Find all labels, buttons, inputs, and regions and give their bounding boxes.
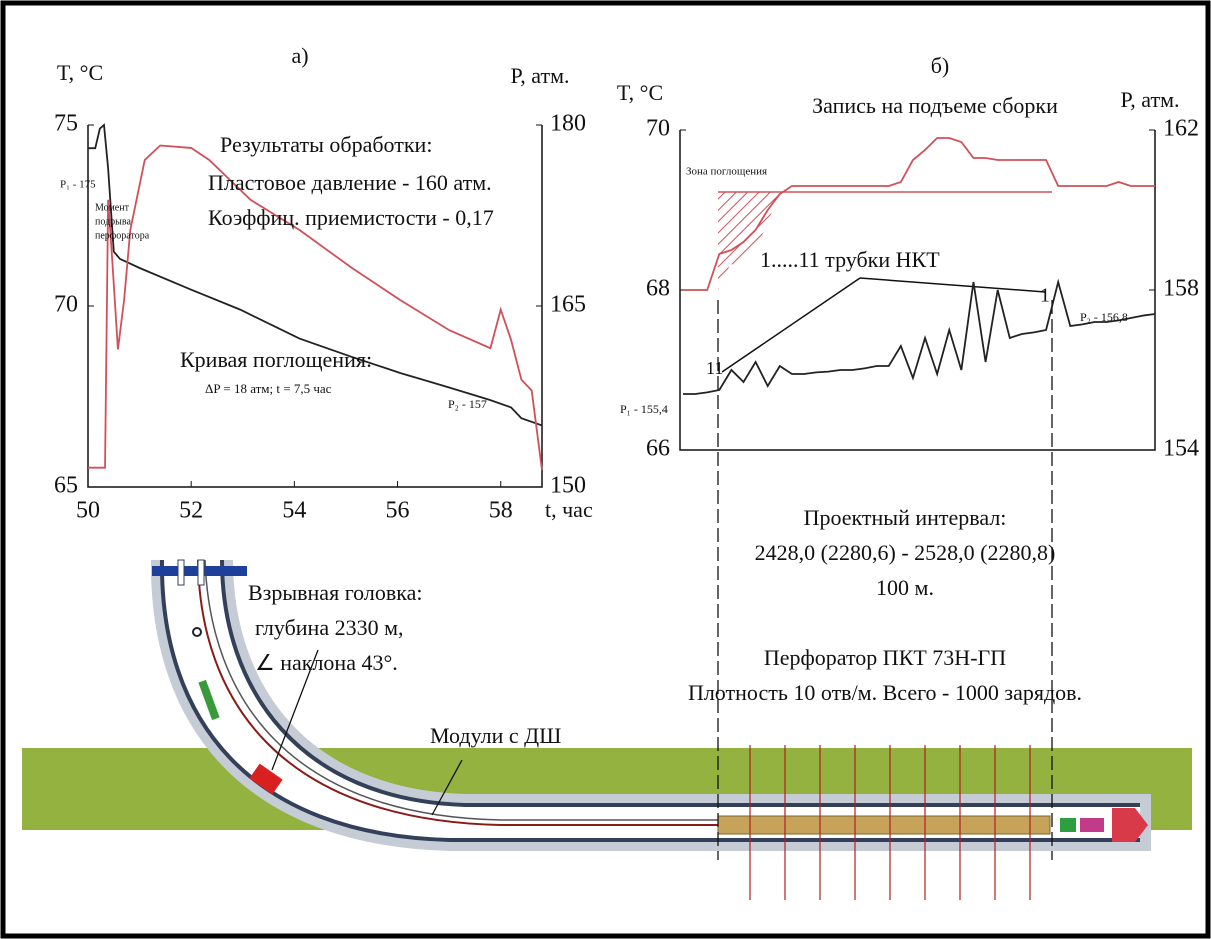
x-tick-label: 50 <box>76 498 100 524</box>
y2-tick-label: 158 <box>1163 276 1199 302</box>
y2-tick-label: 162 <box>1163 116 1199 142</box>
annotation: 1.....11 трубки НКТ <box>760 247 940 272</box>
annotation: Коэффиц. приемистости - 0,17 <box>208 205 494 230</box>
annotation: Зона поглощения <box>686 166 767 178</box>
plot-frame <box>679 130 1156 451</box>
diagram-label: ∠ наклона 43°. <box>255 650 398 675</box>
pointer-arrows <box>721 277 1046 373</box>
annotation: Кривая поглощения: <box>180 347 372 372</box>
data-line <box>683 137 1155 291</box>
annotation: 1 <box>1040 285 1050 307</box>
y-tick-label: 70 <box>646 116 670 142</box>
y-axis-label: T, °C <box>617 80 663 105</box>
annotation: P₁ - 175 <box>60 179 96 191</box>
y-tick-label: 68 <box>646 276 670 302</box>
data-line <box>88 144 543 471</box>
y-tick-label: 70 <box>54 292 78 318</box>
annotation: Результаты обработки: <box>220 132 432 157</box>
annotation: P₂ - 156,8 <box>1080 310 1128 324</box>
annotation: 11 <box>706 358 723 378</box>
y-axis-label: T, °C <box>57 60 103 85</box>
diagram-label: Плотность 10 отв/м. Всего - 1000 зарядов… <box>688 680 1082 705</box>
x-axis-label: t, час <box>545 497 593 522</box>
annotation: Пластовое давление - 160 атм. <box>208 170 492 195</box>
x-tick-label: 58 <box>489 498 513 524</box>
chart-title: а) <box>291 43 308 68</box>
y-tick-label: 66 <box>646 436 670 462</box>
chart-title: б) <box>931 53 950 78</box>
annotation: ΔP = 18 атм; t = 7,5 час <box>205 381 332 396</box>
diagram-label: Взрывная головка: <box>248 580 422 605</box>
diagram-label: 100 м. <box>876 575 934 600</box>
data-line <box>683 278 1156 395</box>
diagram-label: Проектный интервал: <box>804 505 1007 530</box>
annotation: Момент <box>95 202 130 213</box>
y-tick-label: 65 <box>54 473 78 499</box>
chart-subtitle: Запись на подъеме сборки <box>812 93 1058 118</box>
y2-axis-label: P, атм. <box>510 63 569 88</box>
y2-axis-label: P, атм. <box>1120 87 1179 112</box>
annotation: перфоратора <box>95 230 150 241</box>
x-tick-label: 54 <box>282 498 306 524</box>
y2-tick-label: 150 <box>550 473 586 499</box>
annotation: подрыва <box>95 216 131 227</box>
diagram-label: глубина 2330 м, <box>255 615 404 640</box>
x-tick-label: 52 <box>179 498 203 524</box>
x-tick-label: 56 <box>386 498 410 524</box>
absorption-zone <box>718 192 790 290</box>
diagram-label: Перфоратор ПКТ 73Н-ГП <box>764 645 1006 670</box>
data-line <box>88 123 543 427</box>
y2-tick-label: 165 <box>550 292 586 318</box>
well-diagram <box>22 300 1192 900</box>
y2-tick-label: 180 <box>550 111 586 137</box>
annotation: P₂ - 157 <box>448 397 487 411</box>
diagram-label: 2428,0 (2280,6) - 2528,0 (2280,8) <box>755 540 1056 565</box>
y-tick-label: 75 <box>54 111 78 137</box>
annotation: P₁ - 155,4 <box>620 402 668 416</box>
y2-tick-label: 154 <box>1163 436 1199 462</box>
diagram-label: Модули с ДШ <box>430 723 561 748</box>
